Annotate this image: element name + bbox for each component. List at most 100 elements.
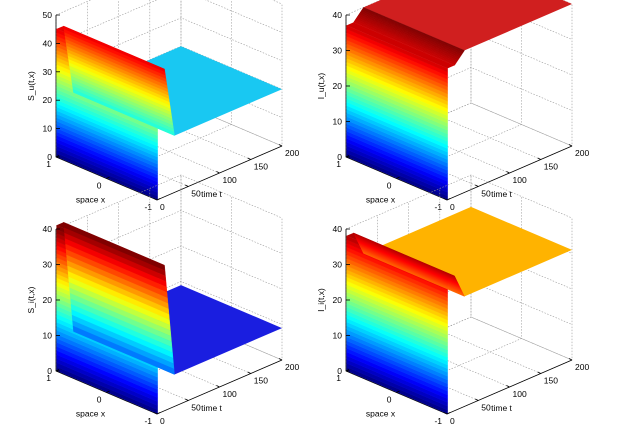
- t-tick-label: 50: [481, 189, 491, 199]
- z-tick-label: 30: [333, 46, 343, 56]
- x-tick-label: 1: [336, 159, 341, 169]
- x-tick-label: -1: [434, 202, 442, 212]
- z-tick-label: 10: [43, 124, 53, 134]
- t-tick-mark: [247, 371, 251, 374]
- t-axis-label: time t: [201, 403, 222, 413]
- surface-descent: [72, 325, 175, 375]
- x-tick-mark: [396, 390, 400, 393]
- x-tick-label: 1: [336, 373, 341, 383]
- z-tick-label: 40: [43, 38, 53, 48]
- t-tick-mark: [443, 412, 448, 415]
- t-tick-label: 200: [285, 148, 299, 158]
- grid-line-t: [118, 0, 220, 174]
- surface-steady-plane: [363, 0, 572, 51]
- z-tick-label: 0: [47, 366, 52, 376]
- z-tick-label: 10: [43, 331, 53, 341]
- z-axis-label: I_i(t,x): [316, 288, 326, 312]
- t-tick-mark: [153, 198, 158, 201]
- t-tick-mark: [185, 398, 189, 401]
- t-tick-mark: [247, 157, 251, 160]
- t-tick-label: 150: [544, 376, 558, 386]
- t-tick-mark: [185, 184, 189, 187]
- z-axis-label: S_i(t,x): [26, 286, 36, 313]
- t-tick-label: 200: [285, 362, 299, 372]
- chart-panel-1: 0102030405005010015020010-1S_u(t,x)space…: [26, 0, 299, 212]
- z-tick-label: 0: [337, 366, 342, 376]
- z-tick-label: 40: [43, 224, 53, 234]
- x-axis-label: space x: [366, 409, 396, 419]
- t-tick-mark: [506, 385, 510, 388]
- t-tick-label: 150: [254, 162, 268, 172]
- z-tick-label: 20: [43, 295, 53, 305]
- t-tick-label: 50: [191, 189, 201, 199]
- t-tick-mark: [568, 358, 573, 361]
- z-tick-label: 30: [333, 260, 343, 270]
- t-tick-label: 0: [160, 416, 165, 426]
- t-tick-mark: [537, 371, 541, 374]
- t-tick-mark: [216, 171, 220, 174]
- x-tick-label: -1: [144, 416, 152, 426]
- surface-ridge-top: [346, 22, 455, 69]
- x-tick-label: 1: [46, 373, 51, 383]
- surface-ridge: [56, 221, 175, 415]
- x-tick-mark: [446, 412, 451, 415]
- x-axis-label: space x: [76, 195, 106, 205]
- z-tick-label: 0: [47, 152, 52, 162]
- z-tick-label: 20: [333, 81, 343, 91]
- surface-descent: [72, 88, 175, 136]
- t-tick-mark: [443, 198, 448, 201]
- x-tick-mark: [156, 198, 161, 201]
- z-tick-label: 20: [43, 95, 53, 105]
- t-tick-label: 50: [191, 403, 201, 413]
- z-tick-label: 40: [333, 224, 343, 234]
- x-tick-label: 0: [387, 181, 392, 191]
- x-axis-label: space x: [366, 195, 396, 205]
- t-tick-mark: [153, 412, 158, 415]
- t-tick-mark: [278, 358, 283, 361]
- t-tick-label: 100: [513, 389, 527, 399]
- t-tick-mark: [278, 144, 283, 147]
- t-tick-label: 100: [223, 389, 237, 399]
- t-tick-label: 50: [481, 403, 491, 413]
- x-tick-mark: [396, 176, 400, 179]
- x-tick-label: -1: [144, 202, 152, 212]
- t-axis-label: time t: [201, 189, 222, 199]
- grid-line-t: [180, 0, 283, 147]
- t-tick-label: 150: [254, 376, 268, 386]
- z-tick-label: 50: [43, 10, 53, 20]
- z-axis-label: I_u(t,x): [316, 73, 326, 100]
- x-tick-label: 0: [387, 395, 392, 405]
- z-tick-label: 20: [333, 295, 343, 305]
- grid-line-z: [55, 0, 283, 16]
- x-tick-label: -1: [434, 416, 442, 426]
- z-tick-label: 40: [333, 10, 343, 20]
- z-tick-label: 30: [43, 260, 53, 270]
- t-tick-mark: [475, 184, 479, 187]
- t-tick-mark: [537, 157, 541, 160]
- x-tick-label: 0: [97, 181, 102, 191]
- x-tick-mark: [446, 198, 451, 201]
- x-tick-mark: [106, 390, 110, 393]
- surface-descent: [362, 252, 465, 297]
- t-tick-mark: [506, 171, 510, 174]
- z-tick-label: 30: [43, 67, 53, 77]
- x-tick-label: 0: [97, 395, 102, 405]
- t-tick-mark: [475, 398, 479, 401]
- x-tick-mark: [345, 369, 350, 372]
- t-tick-label: 150: [544, 162, 558, 172]
- z-tick-label: 10: [333, 117, 343, 127]
- z-axis-label: S_u(t,x): [26, 71, 36, 101]
- x-tick-mark: [55, 155, 60, 158]
- grid-line-t: [149, 0, 251, 160]
- surface-descent: [362, 7, 465, 52]
- t-tick-label: 0: [450, 416, 455, 426]
- t-axis-label: time t: [491, 189, 512, 199]
- x-tick-mark: [156, 412, 161, 415]
- t-tick-mark: [568, 144, 573, 147]
